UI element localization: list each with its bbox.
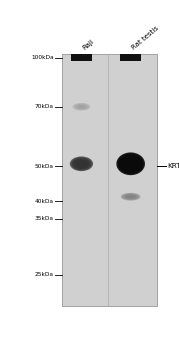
Ellipse shape: [118, 153, 144, 174]
Ellipse shape: [70, 156, 93, 171]
Ellipse shape: [74, 159, 89, 168]
Ellipse shape: [80, 163, 83, 165]
Ellipse shape: [80, 106, 83, 107]
Text: 70kDa: 70kDa: [35, 104, 54, 109]
Bar: [62, 54, 157, 306]
Ellipse shape: [73, 158, 90, 169]
Text: Rat testis: Rat testis: [131, 25, 160, 51]
Ellipse shape: [120, 155, 141, 172]
Ellipse shape: [121, 156, 140, 172]
Text: 100kDa: 100kDa: [31, 55, 54, 60]
Ellipse shape: [79, 162, 84, 166]
Ellipse shape: [129, 196, 133, 197]
Text: KRT36: KRT36: [167, 163, 179, 169]
Ellipse shape: [119, 154, 143, 173]
Ellipse shape: [122, 157, 139, 170]
Text: 25kDa: 25kDa: [35, 272, 54, 277]
Ellipse shape: [128, 162, 133, 166]
Ellipse shape: [76, 104, 87, 109]
Ellipse shape: [71, 158, 92, 170]
Ellipse shape: [78, 105, 85, 108]
Ellipse shape: [121, 193, 141, 201]
Text: 40kDa: 40kDa: [35, 199, 54, 204]
Bar: [120, 54, 141, 61]
Ellipse shape: [126, 160, 136, 168]
Ellipse shape: [116, 153, 145, 175]
Ellipse shape: [72, 103, 90, 111]
Ellipse shape: [77, 161, 86, 167]
Ellipse shape: [127, 161, 134, 167]
Text: Raji: Raji: [81, 38, 95, 51]
Ellipse shape: [125, 159, 137, 169]
Ellipse shape: [124, 158, 138, 169]
Ellipse shape: [74, 104, 89, 110]
Bar: [71, 54, 92, 61]
Text: 35kDa: 35kDa: [35, 216, 54, 221]
Ellipse shape: [125, 194, 137, 199]
Ellipse shape: [76, 160, 87, 168]
Text: 50kDa: 50kDa: [35, 164, 54, 169]
Ellipse shape: [123, 194, 139, 200]
Ellipse shape: [129, 163, 132, 165]
Ellipse shape: [127, 195, 135, 198]
